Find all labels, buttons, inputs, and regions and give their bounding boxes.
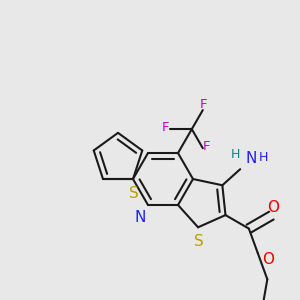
Text: H: H: [231, 148, 240, 161]
Text: F: F: [200, 98, 208, 111]
Text: F: F: [203, 140, 211, 153]
Text: N: N: [246, 151, 257, 166]
Text: O: O: [262, 251, 274, 266]
Text: S: S: [194, 234, 204, 249]
Text: S: S: [129, 185, 139, 200]
Text: F: F: [162, 121, 169, 134]
Text: H: H: [259, 151, 268, 164]
Text: N: N: [134, 211, 146, 226]
Text: O: O: [267, 200, 279, 215]
